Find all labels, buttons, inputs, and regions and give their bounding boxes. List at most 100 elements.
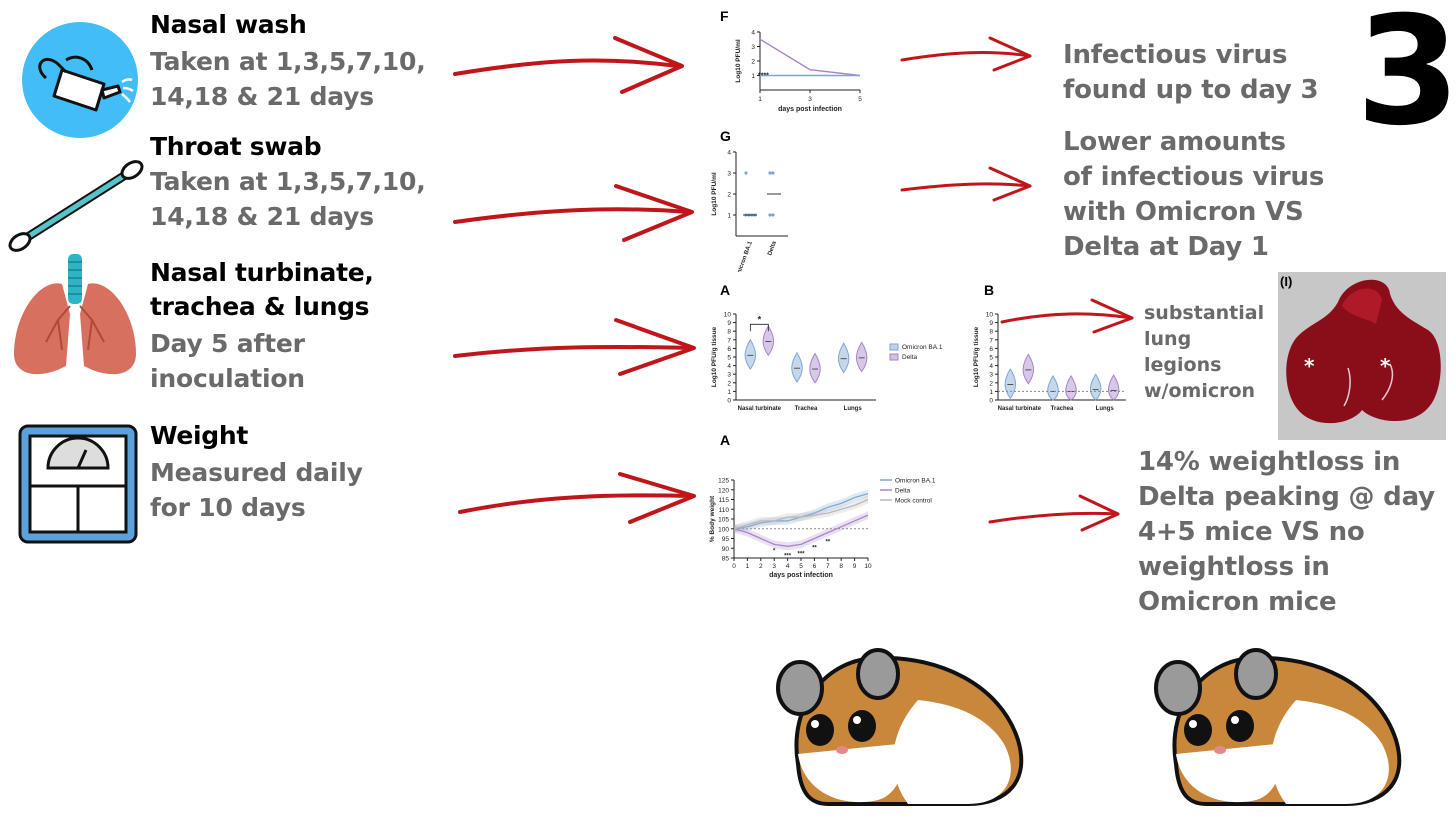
x-tick-label: 5	[858, 96, 862, 103]
arrow-6	[900, 166, 1032, 202]
x-tick-label: 7	[826, 563, 830, 570]
y-tick-label: 5	[727, 355, 731, 362]
legend-label: Omicron BA.1	[902, 344, 943, 351]
violin-1	[1022, 353, 1035, 385]
y-tick-label: 1	[989, 389, 993, 396]
throat-swab-detail: Taken at 1,3,5,7,10, 14,18 & 21 days	[150, 167, 426, 231]
violin-0	[1047, 374, 1059, 401]
series-band-1	[734, 511, 868, 551]
panel-f-label: F	[720, 8, 729, 24]
category-label: Omicron BA.1	[735, 240, 755, 272]
y-tick-label: 4	[989, 363, 993, 370]
panel-a1-label: A	[720, 282, 731, 298]
photo-mark-left: *	[1304, 354, 1315, 378]
y-tick-label: 0	[727, 398, 731, 405]
legend-swatch	[889, 343, 899, 351]
series-band-2	[734, 495, 868, 533]
y-tick-label: 95	[722, 536, 730, 543]
nasal-wash-block: Nasal wash Taken at 1,3,5,7,10, 14,18 & 2…	[150, 10, 426, 114]
category-label: Trachea	[795, 406, 818, 412]
x-tick-label: 2	[759, 563, 763, 570]
arrow-3	[453, 318, 696, 376]
y-axis-title: Log10 PFU/ml	[711, 172, 718, 216]
x-tick-label: 4	[786, 563, 790, 570]
panel-a2-label: A	[720, 432, 731, 448]
y-tick-label: 120	[718, 487, 729, 494]
y-axis-title: Log10 PFU/ml	[735, 39, 742, 83]
y-tick-label: 10	[724, 312, 732, 319]
data-point	[768, 171, 772, 175]
chart-f: 1 2 3 4 Log10 PFU/ml 1 3 5 **** days post infecti…	[735, 30, 862, 114]
y-tick-label: 2	[989, 380, 993, 387]
tissue-title: Nasal turbinate, trachea & lungs	[150, 258, 374, 321]
violin-1	[762, 325, 775, 357]
y-tick-label: 1	[727, 213, 731, 220]
step-number: 3	[1356, 0, 1456, 159]
y-axis-title: Log10 PFU/g tissue	[711, 326, 718, 387]
x-axis-title: days post infection	[778, 106, 842, 113]
violin-1	[809, 352, 821, 384]
x-tick-label: 5	[799, 563, 803, 570]
arrow-2	[453, 184, 694, 242]
data-point	[771, 171, 775, 175]
y-tick-label: 7	[989, 337, 993, 344]
significance-bracket	[749, 323, 769, 332]
category-label: Nasal turbinate	[738, 406, 782, 412]
data-point	[744, 171, 748, 175]
weight-detail: Measured daily for 10 days	[150, 458, 363, 522]
chart-b-tissue: 0 1 23 45 6 78 910 Log10 PFU/g tissue Nasal turb…	[973, 312, 1126, 412]
y-tick-label: 105	[718, 517, 729, 524]
category-label: Lungs	[1096, 406, 1115, 412]
x-tick-label: 8	[839, 563, 843, 570]
y-tick-label: 125	[718, 478, 729, 485]
data-point	[768, 213, 772, 217]
photo-label: (I)	[1280, 274, 1293, 289]
tissue-block: Nasal turbinate, trachea & lungs Day 5 af…	[150, 256, 374, 396]
y-tick-label: 9	[989, 320, 993, 327]
watering-can-icon	[22, 22, 138, 138]
chart-g: 1 2 3 4 Log10 PFU/ml Omicron BA.1 Delta	[711, 150, 788, 272]
y-tick-label: 110	[719, 507, 730, 514]
note-lung-lesions: substantial lung legions w/omicron	[1144, 302, 1265, 402]
violin-0	[1004, 368, 1017, 400]
photo-mark-right: *	[1380, 354, 1391, 378]
y-axis-title: Log10 PFU/g tissue	[973, 326, 980, 387]
violin-1	[1065, 374, 1077, 401]
violin-1	[855, 341, 868, 373]
scale-icon	[18, 424, 138, 544]
x-tick-label: 6	[813, 563, 817, 570]
arrow-4	[458, 472, 696, 524]
series-line-0	[759, 38, 861, 77]
arrow-8	[988, 494, 1120, 532]
x-tick-label: 1	[758, 96, 762, 103]
y-tick-label: 4	[727, 363, 731, 370]
y-tick-label: 0	[989, 398, 993, 405]
note-day3: Infectious virus found up to day 3	[1063, 40, 1319, 105]
x-tick-label: 3	[772, 563, 776, 570]
significance-label: **	[825, 540, 830, 546]
significance-label: ***	[784, 553, 792, 559]
hamster-illustration-right	[1154, 648, 1402, 806]
y-tick-label: 2	[751, 59, 755, 66]
y-tick-label: 90	[722, 546, 730, 553]
category-label: Nasal turbinate	[998, 406, 1042, 412]
data-point	[771, 213, 775, 217]
y-tick-label: 10	[986, 312, 994, 319]
arrow-5	[900, 36, 1032, 72]
x-tick-label: 1	[746, 563, 750, 570]
panel-b-label: B	[984, 282, 995, 298]
x-tick-label: 9	[853, 563, 857, 570]
y-tick-label: 5	[989, 355, 993, 362]
y-tick-label: 6	[727, 346, 731, 353]
y-tick-label: 1	[751, 73, 755, 80]
series-line-2	[733, 498, 869, 530]
arrow-1	[453, 36, 684, 94]
swab-icon	[4, 158, 144, 254]
violin-1	[1107, 374, 1120, 401]
category-label: Lungs	[844, 406, 863, 412]
y-tick-label: 8	[727, 329, 731, 336]
throat-swab-title: Throat swab	[150, 132, 322, 161]
note-omicron-vs-delta: Lower amounts of infectious virus with Om…	[1063, 127, 1325, 262]
significance-label: *	[773, 548, 776, 554]
